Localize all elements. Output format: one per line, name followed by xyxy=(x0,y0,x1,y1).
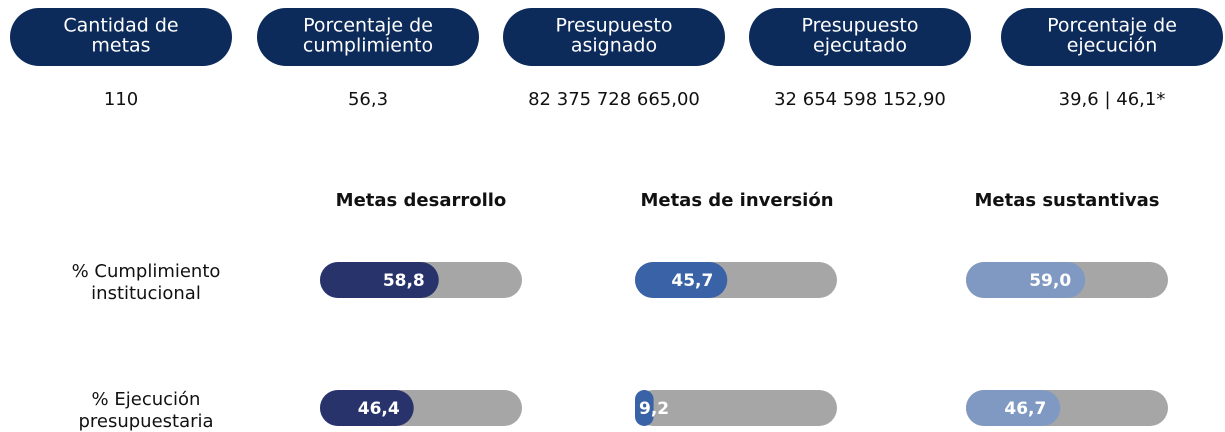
column-header: Metas sustantivas xyxy=(974,190,1159,211)
indicator-value: 39,6 | 46,1* xyxy=(1059,89,1166,110)
indicator-label: Presupuesto xyxy=(556,15,673,37)
row-label: % Cumplimiento xyxy=(72,261,221,282)
progress-fill xyxy=(966,262,1086,298)
indicator-value: 82 375 728 665,00 xyxy=(528,89,700,110)
indicator-label: cumplimiento xyxy=(303,35,433,57)
indicator-label: asignado xyxy=(571,35,657,57)
progress-fill xyxy=(635,390,654,426)
indicator-pill xyxy=(10,8,232,66)
row-label: presupuestaria xyxy=(78,411,213,432)
indicator-pill xyxy=(749,8,971,66)
indicator-label: Porcentaje de xyxy=(303,15,433,37)
progress-label: 59,0 xyxy=(1029,271,1071,291)
indicator-value: 32 654 598 152,90 xyxy=(774,89,946,110)
indicator-label: Presupuesto xyxy=(802,15,919,37)
column-header: Metas desarrollo xyxy=(336,190,507,211)
progress-label: 58,8 xyxy=(383,271,425,291)
row-label: % Ejecución xyxy=(92,389,201,410)
indicator-value: 56,3 xyxy=(348,89,388,110)
progress-label: 45,7 xyxy=(671,271,713,291)
row-label: institucional xyxy=(91,283,201,304)
indicator-pill xyxy=(1001,8,1223,66)
progress-track xyxy=(635,390,837,426)
progress-fill xyxy=(320,262,439,298)
progress-label: 9,2 xyxy=(639,399,669,419)
column-header: Metas de inversión xyxy=(640,190,833,211)
progress-fill xyxy=(320,390,414,426)
indicator-pill xyxy=(503,8,725,66)
progress-fill xyxy=(966,390,1061,426)
indicator-label: ejecutado xyxy=(813,35,907,57)
indicator-label: metas xyxy=(91,35,150,57)
indicator-pill xyxy=(257,8,479,66)
indicator-label: Porcentaje de xyxy=(1047,15,1177,37)
progress-fill xyxy=(635,262,728,298)
indicator-value: 110 xyxy=(104,89,138,110)
progress-label: 46,7 xyxy=(1004,399,1046,419)
indicator-label: ejecución xyxy=(1067,35,1158,57)
indicator-label: Cantidad de xyxy=(63,15,178,37)
progress-label: 46,4 xyxy=(358,399,400,419)
